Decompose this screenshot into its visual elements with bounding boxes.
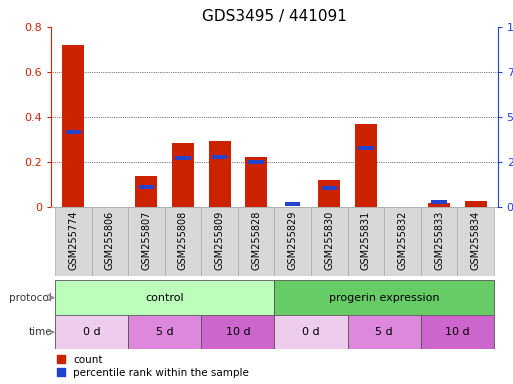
Bar <box>355 124 377 207</box>
Bar <box>431 200 447 204</box>
Title: GDS3495 / 441091: GDS3495 / 441091 <box>202 9 347 24</box>
Bar <box>62 45 84 207</box>
Bar <box>91 207 128 276</box>
Bar <box>175 156 191 160</box>
Bar <box>384 207 421 276</box>
Bar <box>421 207 458 276</box>
Bar <box>319 180 340 207</box>
Bar <box>348 207 384 276</box>
Bar <box>458 207 494 276</box>
Bar <box>139 185 154 189</box>
Text: GSM255833: GSM255833 <box>434 211 444 270</box>
Bar <box>348 315 421 349</box>
Legend: count, percentile rank within the sample: count, percentile rank within the sample <box>56 355 249 378</box>
Text: 10 d: 10 d <box>226 327 250 337</box>
Text: GSM255831: GSM255831 <box>361 211 371 270</box>
Text: 5 d: 5 d <box>376 327 393 337</box>
Text: GSM255830: GSM255830 <box>324 211 334 270</box>
Bar <box>245 157 267 207</box>
Text: 5 d: 5 d <box>156 327 173 337</box>
Bar <box>212 155 227 159</box>
Bar <box>201 315 274 349</box>
Text: GSM255806: GSM255806 <box>105 211 115 270</box>
Text: GSM255828: GSM255828 <box>251 211 261 270</box>
Bar <box>172 143 194 207</box>
Text: GSM255834: GSM255834 <box>470 211 481 270</box>
Text: GSM255832: GSM255832 <box>398 211 407 270</box>
Bar <box>238 207 274 276</box>
Bar <box>322 186 337 190</box>
Bar <box>55 280 274 315</box>
Bar <box>358 146 373 150</box>
Bar <box>165 207 201 276</box>
Bar <box>55 207 91 276</box>
Bar <box>248 160 264 164</box>
Text: 0 d: 0 d <box>83 327 101 337</box>
Bar <box>311 207 348 276</box>
Bar <box>209 141 230 207</box>
Text: GSM255808: GSM255808 <box>178 211 188 270</box>
Text: GSM255809: GSM255809 <box>214 211 225 270</box>
Text: progerin expression: progerin expression <box>329 293 440 303</box>
Bar <box>128 315 201 349</box>
Text: GSM255829: GSM255829 <box>288 211 298 270</box>
Bar <box>128 207 165 276</box>
Text: GSM255774: GSM255774 <box>68 211 78 270</box>
Text: time: time <box>28 327 52 337</box>
Bar <box>285 202 301 206</box>
Text: control: control <box>145 293 184 303</box>
Bar <box>428 203 450 207</box>
Bar <box>66 130 81 134</box>
Bar <box>421 315 494 349</box>
Text: 10 d: 10 d <box>445 327 470 337</box>
Bar <box>55 315 128 349</box>
Bar <box>135 176 157 207</box>
Bar <box>201 207 238 276</box>
Text: 0 d: 0 d <box>302 327 320 337</box>
Bar <box>274 280 494 315</box>
Bar <box>274 207 311 276</box>
Text: protocol: protocol <box>9 293 52 303</box>
Text: GSM255807: GSM255807 <box>142 211 151 270</box>
Bar <box>274 315 348 349</box>
Bar <box>465 200 487 207</box>
